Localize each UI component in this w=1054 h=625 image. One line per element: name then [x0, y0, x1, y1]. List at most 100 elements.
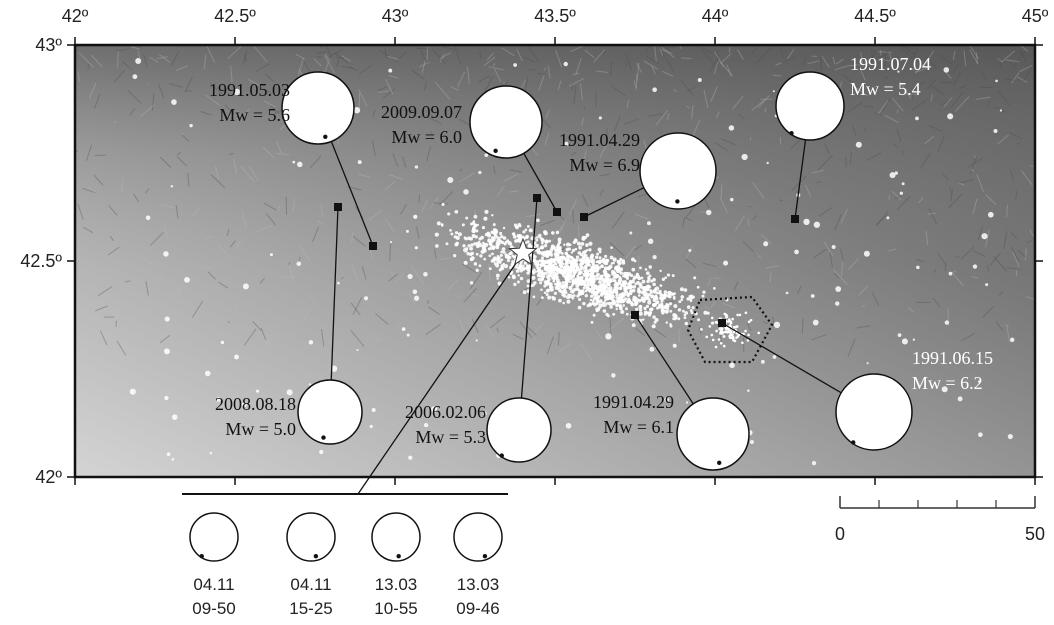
event-dot: [678, 308, 682, 312]
event-dot: [556, 231, 560, 235]
event-dot: [612, 313, 615, 316]
event-dot: [523, 290, 527, 294]
event-dot: [562, 274, 566, 278]
event-dot: [576, 287, 579, 290]
sequence-mechanism: [370, 513, 422, 561]
event-dot: [489, 241, 493, 245]
event-dot: [618, 279, 621, 282]
event-dot: [618, 271, 621, 274]
event-dot: [565, 260, 568, 263]
event-dot: [456, 236, 460, 240]
event-dot: [482, 242, 484, 244]
event-dot: [541, 253, 544, 256]
event-dot: [995, 80, 998, 83]
event-dot: [466, 252, 469, 255]
event-dot: [554, 292, 557, 295]
event-dot: [803, 219, 809, 225]
event-dot: [958, 396, 963, 401]
event-magnitude: Mw = 5.0: [225, 419, 296, 439]
event-dot: [511, 255, 514, 258]
event-dot: [476, 339, 478, 341]
event-dot: [527, 285, 530, 288]
event-dot: [639, 266, 642, 269]
event-dot: [680, 299, 683, 302]
event-dot: [497, 256, 501, 260]
event-dot: [813, 320, 819, 326]
event-dot: [210, 452, 212, 454]
event-dot: [464, 237, 467, 240]
event-dot: [256, 390, 259, 393]
event-dot: [585, 278, 588, 281]
ridge: [750, 137, 751, 140]
event-dot: [450, 233, 453, 236]
event-dot: [645, 268, 648, 271]
event-dot: [469, 237, 473, 241]
event-dot: [916, 266, 920, 270]
event-dot: [454, 210, 458, 214]
t-axis: [851, 440, 855, 444]
event-date: 1991.04.29: [593, 392, 674, 412]
event-dot: [435, 244, 439, 248]
event-dot: [604, 299, 606, 301]
event-dot: [1000, 109, 1002, 111]
event-dot: [595, 267, 599, 271]
event-dot: [474, 215, 478, 219]
event-dot: [472, 221, 476, 225]
event-dot: [521, 265, 524, 268]
sequence-date: 13.03: [375, 575, 418, 594]
event-dot: [470, 281, 473, 284]
event-dot: [621, 299, 624, 302]
event-dot: [592, 261, 594, 263]
event-dot: [599, 277, 602, 280]
event-dot: [488, 254, 491, 257]
event-dot: [529, 228, 533, 232]
event-dot: [501, 264, 504, 267]
event-dot: [566, 242, 570, 246]
event-date: 2006.02.06: [405, 402, 486, 422]
event-dot: [651, 307, 654, 310]
event-dot: [632, 323, 636, 327]
event-dot: [500, 235, 503, 238]
event-dot: [482, 226, 485, 229]
event-dot: [602, 302, 607, 307]
event-dot: [513, 283, 516, 286]
event-dot: [578, 251, 582, 255]
event-dot: [604, 255, 607, 258]
event-dot: [736, 314, 739, 317]
event-dot: [544, 265, 548, 269]
event-dot: [415, 246, 418, 249]
t-axis: [321, 435, 325, 439]
event-dot: [540, 272, 543, 275]
event-dot: [513, 63, 517, 67]
event-dot: [610, 256, 614, 260]
event-dot: [723, 345, 726, 348]
event-dot: [473, 231, 476, 234]
event-dot: [1008, 434, 1013, 439]
event-dot: [988, 212, 994, 218]
event-dot: [635, 308, 638, 311]
event-dot: [639, 305, 642, 308]
event-dot: [652, 87, 657, 92]
event-dot: [915, 116, 919, 120]
event-dot: [483, 258, 486, 261]
event-dot: [508, 276, 511, 279]
event-dot: [723, 261, 728, 266]
event-dot: [604, 271, 607, 274]
event-dot: [623, 287, 627, 291]
lon-tick-label: 44º: [702, 6, 729, 26]
event-dot: [591, 321, 594, 324]
event-dot: [646, 305, 649, 308]
event-magnitude: Mw = 6.9: [569, 155, 640, 175]
event-dot: [469, 247, 473, 251]
event-dot: [648, 293, 651, 296]
event-dot: [547, 251, 551, 255]
event-dot: [552, 260, 555, 263]
event-dot: [536, 219, 540, 223]
event-dot: [517, 281, 520, 284]
t-axis: [200, 554, 204, 558]
event-dot: [547, 260, 550, 263]
p-axis: [395, 536, 398, 539]
event-dot: [947, 113, 953, 119]
lon-tick-label: 43.5º: [534, 6, 576, 26]
t-axis: [500, 453, 504, 457]
